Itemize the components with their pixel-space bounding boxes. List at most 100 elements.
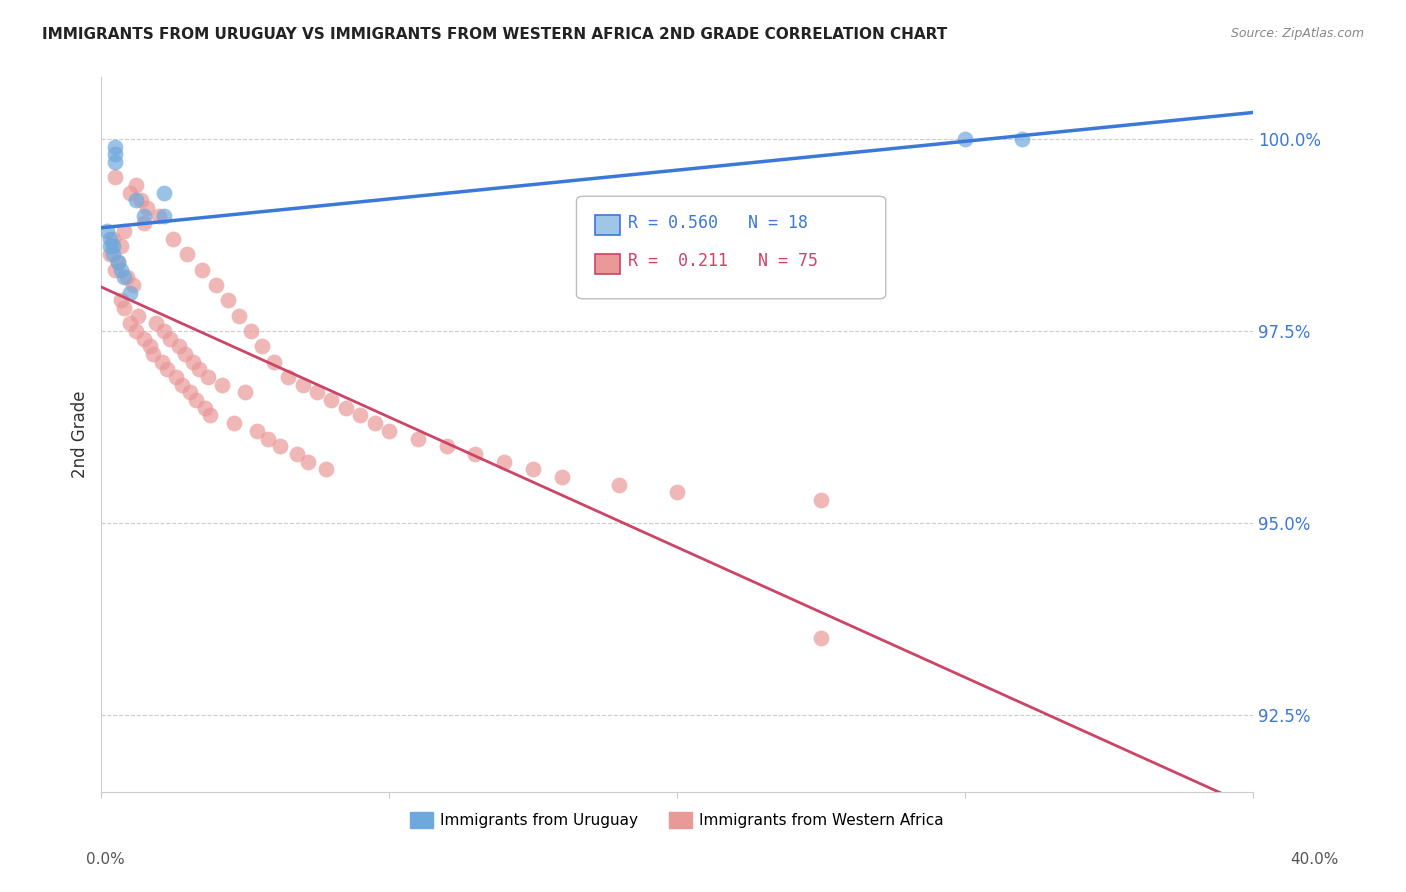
- Point: [159, 332, 181, 346]
- Point: [148, 209, 170, 223]
- Point: [134, 216, 156, 230]
- Point: [277, 370, 299, 384]
- Point: [107, 255, 129, 269]
- Point: [101, 232, 124, 246]
- Text: R = 0.560   N = 18: R = 0.560 N = 18: [628, 214, 808, 232]
- Point: [173, 347, 195, 361]
- Point: [170, 377, 193, 392]
- Point: [136, 201, 159, 215]
- Point: [153, 324, 176, 338]
- Point: [176, 247, 198, 261]
- Point: [349, 409, 371, 423]
- Point: [297, 454, 319, 468]
- Point: [494, 454, 516, 468]
- Point: [124, 178, 146, 192]
- Point: [112, 270, 135, 285]
- Point: [257, 432, 280, 446]
- Point: [406, 432, 429, 446]
- Point: [551, 470, 574, 484]
- Point: [233, 385, 256, 400]
- Point: [131, 194, 153, 208]
- Point: [107, 255, 129, 269]
- Point: [378, 424, 401, 438]
- Point: [110, 293, 132, 308]
- Point: [118, 186, 141, 200]
- Point: [101, 247, 124, 261]
- Point: [245, 424, 267, 438]
- Point: [315, 462, 337, 476]
- Point: [181, 355, 204, 369]
- Point: [335, 401, 357, 415]
- Point: [134, 332, 156, 346]
- Text: R =  0.211   N = 75: R = 0.211 N = 75: [628, 252, 818, 270]
- Point: [167, 339, 190, 353]
- Point: [436, 439, 458, 453]
- Point: [184, 393, 207, 408]
- Point: [96, 224, 118, 238]
- Point: [464, 447, 486, 461]
- Point: [104, 147, 127, 161]
- Point: [810, 493, 832, 508]
- Point: [291, 377, 314, 392]
- Point: [165, 370, 187, 384]
- Point: [239, 324, 262, 338]
- Point: [121, 277, 143, 292]
- Point: [156, 362, 179, 376]
- Point: [187, 362, 209, 376]
- Point: [134, 209, 156, 223]
- Point: [110, 262, 132, 277]
- Text: IMMIGRANTS FROM URUGUAY VS IMMIGRANTS FROM WESTERN AFRICA 2ND GRADE CORRELATION : IMMIGRANTS FROM URUGUAY VS IMMIGRANTS FR…: [42, 27, 948, 42]
- Point: [194, 401, 217, 415]
- Point: [118, 316, 141, 330]
- Point: [104, 170, 127, 185]
- Y-axis label: 2nd Grade: 2nd Grade: [72, 391, 89, 478]
- Point: [810, 632, 832, 646]
- Point: [305, 385, 328, 400]
- Point: [98, 232, 121, 246]
- Point: [522, 462, 544, 476]
- Point: [142, 347, 165, 361]
- Text: 0.0%: 0.0%: [86, 852, 125, 867]
- Point: [112, 224, 135, 238]
- Point: [953, 132, 976, 146]
- Point: [321, 393, 343, 408]
- Point: [150, 355, 173, 369]
- Text: 40.0%: 40.0%: [1291, 852, 1339, 867]
- Point: [104, 139, 127, 153]
- Point: [104, 262, 127, 277]
- Point: [363, 416, 385, 430]
- Point: [124, 324, 146, 338]
- Point: [139, 339, 162, 353]
- Text: Source: ZipAtlas.com: Source: ZipAtlas.com: [1230, 27, 1364, 40]
- Point: [153, 209, 176, 223]
- Point: [228, 309, 250, 323]
- Point: [211, 377, 233, 392]
- Point: [98, 247, 121, 261]
- Point: [110, 239, 132, 253]
- Point: [252, 339, 274, 353]
- Point: [127, 309, 149, 323]
- Point: [162, 232, 184, 246]
- Point: [124, 194, 146, 208]
- Point: [263, 355, 285, 369]
- Point: [101, 239, 124, 253]
- Point: [179, 385, 201, 400]
- Point: [269, 439, 291, 453]
- Point: [145, 316, 167, 330]
- Point: [112, 301, 135, 315]
- Legend: Immigrants from Uruguay, Immigrants from Western Africa: Immigrants from Uruguay, Immigrants from…: [404, 806, 950, 834]
- Point: [665, 485, 688, 500]
- Point: [191, 262, 214, 277]
- Point: [285, 447, 308, 461]
- Point: [205, 277, 228, 292]
- Point: [200, 409, 222, 423]
- Point: [115, 270, 138, 285]
- Point: [197, 370, 219, 384]
- Point: [153, 186, 176, 200]
- Point: [98, 239, 121, 253]
- Point: [118, 285, 141, 300]
- Point: [609, 477, 631, 491]
- Point: [104, 155, 127, 169]
- Point: [1011, 132, 1033, 146]
- Point: [222, 416, 245, 430]
